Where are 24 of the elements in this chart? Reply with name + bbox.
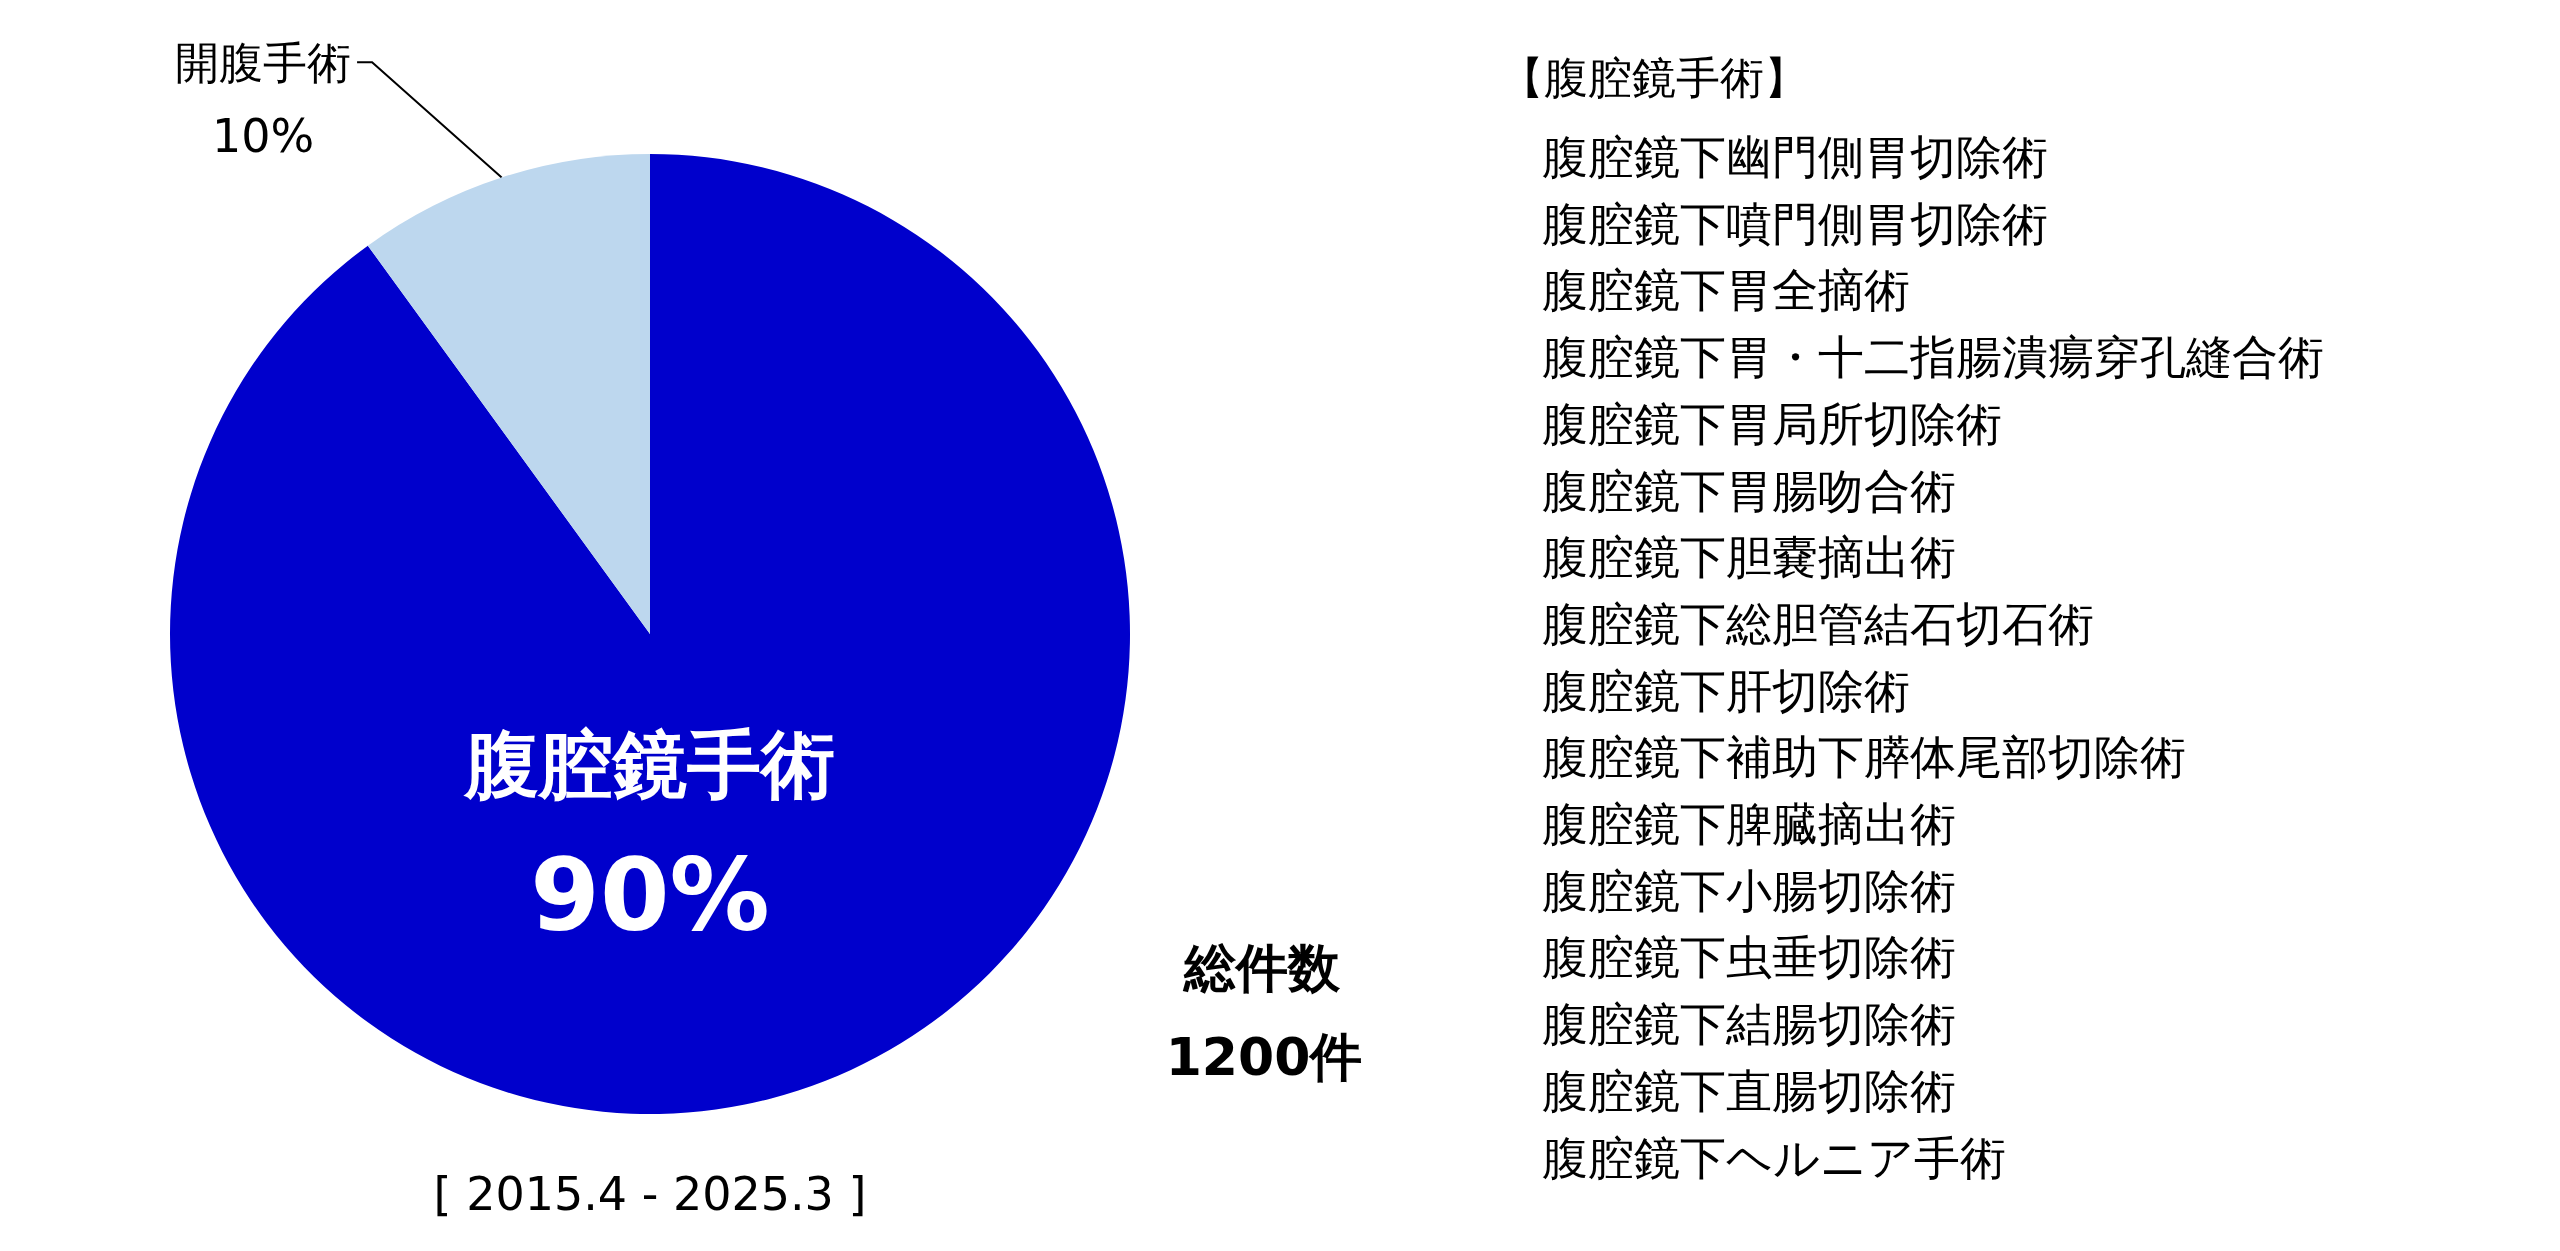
- text: 腹腔鏡下胆嚢摘出術: [1542, 530, 1956, 585]
- text: 腹腔鏡下総胆管結石切石術: [1542, 596, 2094, 651]
- text: 腹腔鏡下噴門側胃切除術: [1542, 196, 2048, 251]
- slice-label: 開腹手術: [175, 36, 352, 88]
- text: 腹腔鏡下胃腸吻合術: [1542, 463, 1956, 518]
- slice-label: 腹腔鏡手術: [463, 721, 835, 808]
- text: 1200件: [1165, 1027, 1363, 1087]
- text: [ 2015.4 - 2025.3 ]: [433, 1167, 867, 1221]
- text: 腹腔鏡下肝切除術: [1542, 663, 1910, 718]
- text: 【腹腔鏡手術】: [1500, 51, 1808, 103]
- text: 腹腔鏡下虫垂切除術: [1542, 930, 1956, 985]
- text: 腹腔鏡下幽門側胃切除術: [1542, 130, 2048, 184]
- text: 総件数: [1182, 938, 1341, 998]
- text: 腹腔鏡下補助下膵体尾部切除術: [1542, 730, 2186, 785]
- text: 腹腔鏡下小腸切除術: [1542, 863, 1956, 918]
- text: 腹腔鏡下結腸切除術: [1542, 997, 1956, 1052]
- text: 腹腔鏡下胃・十二指腸潰瘍穿孔縫合術: [1542, 330, 2324, 385]
- text: 腹腔鏡下脾臓摘出術: [1542, 797, 1956, 851]
- text: 腹腔鏡下胃全摘術: [1542, 263, 1910, 318]
- text: 腹腔鏡下直腸切除術: [1542, 1063, 1956, 1118]
- data-label: 90%: [530, 836, 770, 954]
- text: 腹腔鏡下胃局所切除術: [1542, 396, 2002, 451]
- data-label: 10%: [211, 109, 315, 164]
- text: 腹腔鏡下ヘルニア手術: [1542, 1130, 2006, 1185]
